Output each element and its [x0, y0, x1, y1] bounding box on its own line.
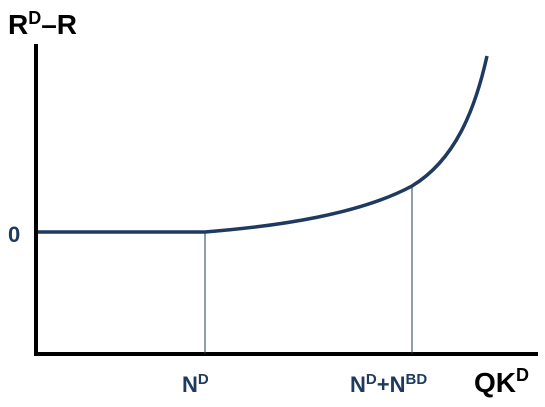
tick-label-n-d-plus-n-bd: ND+NBD	[350, 371, 427, 397]
zero-label: 0	[8, 222, 20, 247]
tick-label-n-d: ND	[182, 371, 209, 397]
y-axis-label: RD–R	[8, 8, 77, 40]
rd-minus-r-curve	[38, 55, 489, 234]
x-axis-label: QKD	[474, 365, 529, 398]
